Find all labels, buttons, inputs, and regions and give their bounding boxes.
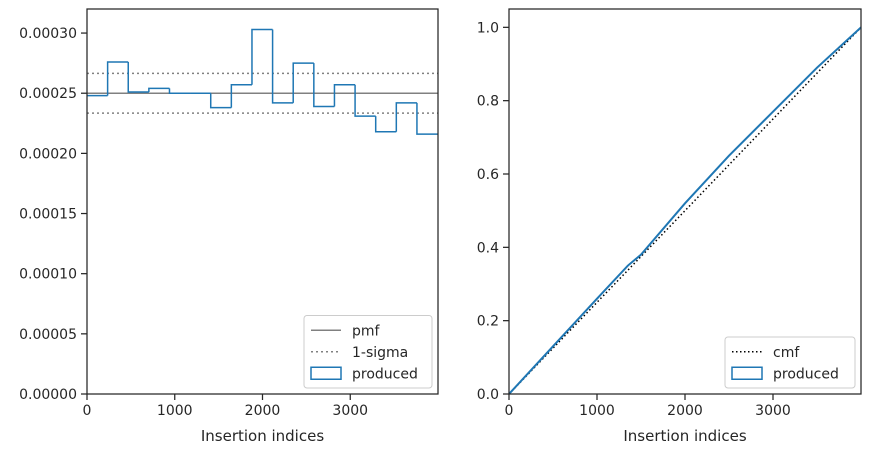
legend-produced-handle [731,366,763,380]
y-tick-label: 0.00020 [19,146,77,162]
plot-area [509,26,861,394]
produced-step-bin [230,84,252,108]
legend-frame [724,336,856,389]
produced-step-bin [168,88,191,94]
y-tick-label: 0.8 [477,94,499,110]
y-tick-label: 0.00000 [19,387,77,403]
x-tick-label: 3000 [332,403,368,419]
legend-label: cmf [773,345,800,361]
produced-step-bin [148,87,170,93]
produced-step-bin [209,93,232,109]
produced-step-bin [271,29,294,104]
legend: cmf produced [724,336,856,389]
x-tick-label: 1000 [157,403,193,419]
produced-step-bin [251,28,273,85]
y-tick-label: 0.00030 [19,26,77,42]
produced-step-bin [374,116,397,133]
x-tick-label: 2000 [245,403,281,419]
cmf-line [509,26,861,394]
produced-cumulative-line [509,26,861,394]
produced-step-bin [313,63,335,108]
y-tick-label: 0.0 [477,387,499,403]
pmf-panel: 0 1000 2000 3000 0.00000 0.00005 0.00010 0.0001… [19,8,439,445]
y-tick-label: 0.00025 [19,86,77,102]
y-tick-label: 1.0 [477,20,499,36]
produced-step-bin [106,61,129,96]
produced-step-bin [127,61,149,93]
cmf-panel: 0 1000 2000 3000 0.0 0.2 0.4 0.6 0.8 1.0 Insertion… [477,8,862,445]
produced-step-bin [416,102,438,135]
produced-step-bin [292,62,314,103]
x-axis-label: Insertion indices [623,427,746,445]
y-tick-label: 0.00005 [19,327,77,343]
legend-frame [303,315,433,389]
produced-step-bin [333,84,356,107]
produced-step-bin [354,84,376,117]
y-tick-label: 0.2 [477,314,499,330]
x-tick-label: 2000 [667,403,703,419]
y-tick-label: 0.00015 [19,207,77,223]
y-tick-label: 0.6 [477,167,499,183]
y-tick-label: 0.00010 [19,267,77,283]
x-tick-label: 0 [83,403,92,419]
legend-label: 1-sigma [352,345,408,361]
legend-label: pmf [352,323,381,339]
legend-produced-handle [310,366,342,380]
legend: pmf 1-sigma produced [303,315,433,389]
legend-label: produced [773,366,839,382]
x-tick-label: 0 [505,403,514,419]
legend-label: produced [352,366,418,382]
y-tick-label: 0.4 [477,240,499,256]
x-tick-label: 1000 [579,403,615,419]
x-tick-label: 3000 [755,403,791,419]
produced-step-bin [395,102,417,132]
plot-area [87,28,438,135]
x-axis-label: Insertion indices [201,427,324,445]
